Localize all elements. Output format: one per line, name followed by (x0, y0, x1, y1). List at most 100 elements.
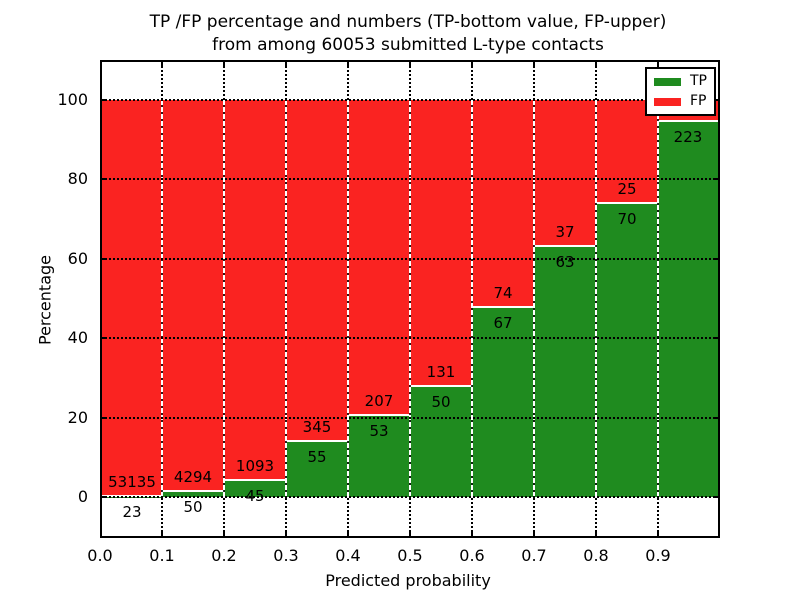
x-tick-label: 0.1 (149, 546, 175, 565)
y-tick-mark (713, 337, 718, 340)
segment-boundary (596, 202, 658, 205)
legend-label: FP (690, 93, 707, 109)
fp-count-label: 74 (493, 284, 513, 303)
bar-separator (285, 100, 287, 497)
bar-separator (471, 100, 473, 497)
fp-bar-segment (534, 100, 596, 245)
bar-separator (161, 100, 163, 497)
y-tick-mark (102, 257, 107, 260)
legend-entry: FP (654, 94, 707, 109)
y-tick-mark (102, 416, 107, 419)
tp-count-label: 45 (245, 487, 265, 506)
y-tick-label: 100 (57, 90, 88, 109)
y-gridline (102, 99, 718, 101)
y-tick-mark (102, 337, 107, 340)
fp-count-label: 1093 (235, 457, 275, 476)
x-tick-label: 0.2 (211, 546, 237, 565)
stacked-bar (596, 100, 658, 497)
segment-boundary (534, 244, 596, 247)
stacked-bar (472, 100, 534, 497)
x-tick-mark (533, 62, 535, 67)
x-tick-mark (347, 62, 349, 67)
segment-boundary (472, 306, 534, 309)
bar-separator (409, 100, 411, 497)
tp-count-label: 223 (673, 127, 703, 146)
y-tick-mark (102, 99, 107, 101)
x-tick-label: 0.5 (397, 546, 423, 565)
segment-boundary (348, 414, 410, 417)
y-tick-mark (713, 496, 718, 498)
bar-separator (223, 100, 225, 497)
fp-bar-segment (410, 100, 472, 386)
y-tick-mark (713, 257, 718, 260)
legend-swatch-fp (654, 97, 681, 106)
segment-boundary (286, 440, 348, 443)
y-tick-label: 40 (67, 328, 88, 348)
tp-bar-segment (224, 481, 286, 497)
tp-count-label: 50 (431, 393, 451, 412)
x-tick-mark (223, 531, 225, 536)
fp-count-label: 131 (426, 363, 456, 382)
y-tick-mark (102, 496, 107, 498)
plot-content: 53135 23 4294 50 1093 45 345 55 207 53 131 50 74 67 37… (102, 62, 718, 536)
tp-count-label: 63 (555, 252, 575, 271)
tp-bar-segment (596, 204, 658, 497)
bar-separator (595, 100, 597, 497)
fp-count-label: 4294 (173, 468, 213, 487)
x-tick-mark (657, 62, 659, 67)
fp-bar-segment (286, 100, 348, 441)
x-tick-mark (595, 531, 597, 536)
legend: TP FP (645, 67, 716, 116)
x-axis-label: Predicted probability (325, 571, 491, 590)
y-gridline (102, 178, 718, 181)
y-tick-label: 20 (67, 407, 88, 427)
tp-bar-segment (472, 308, 534, 497)
chart-title-line1: TP /FP percentage and numbers (TP-bottom… (149, 12, 667, 32)
x-tick-mark (161, 531, 163, 536)
legend-entry: TP (654, 74, 707, 89)
x-tick-mark (595, 62, 597, 67)
x-tick-label: 0.6 (459, 546, 485, 565)
segment-boundary (224, 479, 286, 482)
bar-separator (347, 100, 349, 497)
x-tick-label: 0.0 (87, 546, 113, 565)
x-tick-label: 0.7 (521, 546, 547, 565)
stacked-bar (162, 100, 224, 497)
tp-count-label: 23 (122, 502, 142, 521)
x-tick-mark (409, 531, 411, 536)
y-tick-mark (713, 178, 718, 181)
x-tick-mark (471, 62, 473, 67)
fp-bar-segment (348, 100, 410, 415)
segment-boundary (102, 494, 162, 497)
tp-count-label: 50 (183, 498, 203, 517)
tp-bar-segment (410, 387, 472, 497)
stacked-bar (348, 100, 410, 497)
fp-count-label: 37 (555, 222, 575, 241)
fp-bar-segment (472, 100, 534, 307)
tp-count-label: 70 (617, 210, 637, 229)
y-gridline (102, 257, 718, 260)
x-tick-mark (285, 531, 287, 536)
fp-count-label: 345 (302, 418, 332, 437)
stacked-bar (102, 100, 162, 497)
x-tick-mark (657, 531, 659, 536)
fp-bar-segment (162, 100, 224, 491)
legend-label: TP (690, 73, 707, 89)
x-tick-mark (347, 531, 349, 536)
x-tick-label: 0.4 (335, 546, 361, 565)
fp-bar-segment (102, 100, 162, 495)
x-tick-mark (223, 62, 225, 67)
x-tick-label: 0.9 (645, 546, 671, 565)
x-tick-label: 0.3 (273, 546, 299, 565)
x-tick-mark (161, 62, 163, 67)
tp-count-label: 53 (369, 422, 389, 441)
fp-bar-segment (224, 100, 286, 480)
chart-title-line2: from among 60053 submitted L-type contac… (212, 35, 604, 55)
stacked-bar (286, 100, 348, 497)
x-tick-label: 0.8 (583, 546, 609, 565)
x-tick-mark (471, 531, 473, 536)
x-tick-mark (285, 62, 287, 67)
tp-bar-segment (348, 416, 410, 497)
fp-count-label: 25 (617, 180, 637, 199)
